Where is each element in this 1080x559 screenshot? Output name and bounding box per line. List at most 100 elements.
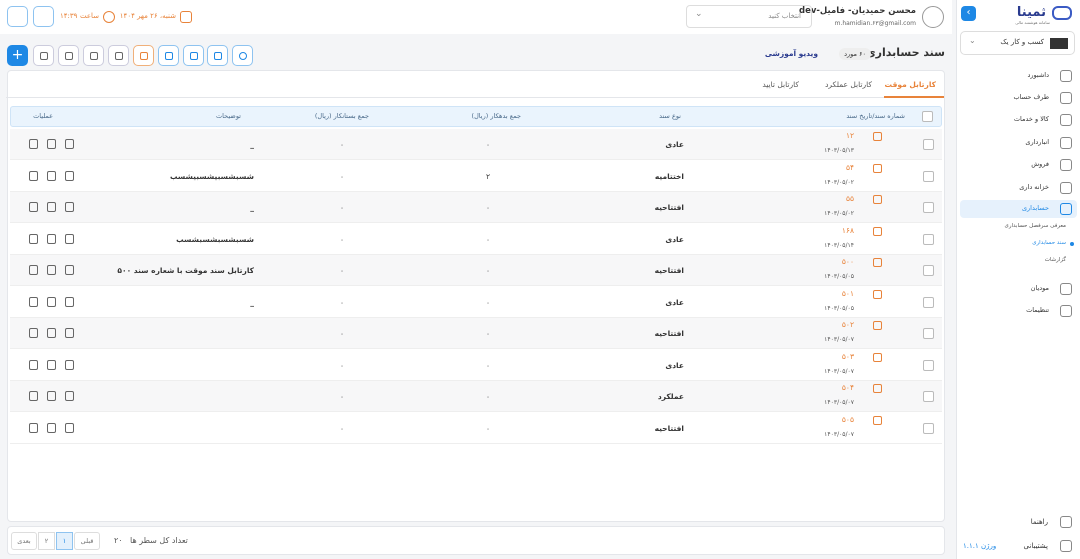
support[interactable]: پشتیبانی (1023, 542, 1048, 550)
credit: ۰ (339, 297, 344, 307)
select-all[interactable] (922, 111, 933, 122)
credit: ۰ (339, 140, 344, 149)
sidebar: ثمینا سامانه هوشمند مالی › کسب و کار یک … (956, 0, 1080, 559)
submenu-item[interactable]: سند حسابداری (1032, 240, 1066, 246)
check-button[interactable] (158, 45, 179, 66)
video-link[interactable]: ویدیو آموزشی (764, 49, 818, 58)
mobile[interactable] (7, 6, 28, 27)
menu-item[interactable]: تنظیمات (960, 302, 1077, 320)
view-button[interactable] (65, 359, 74, 370)
delete-button[interactable] (29, 202, 38, 212)
row-checkbox[interactable] (923, 170, 934, 182)
view-button[interactable] (65, 265, 74, 275)
row-checkbox[interactable] (923, 202, 934, 213)
row-checkbox[interactable] (923, 296, 934, 308)
menu-item[interactable]: داشبورد (960, 67, 1077, 85)
delete-button[interactable] (29, 265, 38, 275)
menu-label: فروش (1031, 160, 1049, 168)
submenu-item[interactable]: معرفی سرفصل حسابداری (1004, 223, 1066, 229)
collapse-button[interactable]: › (961, 6, 976, 21)
menu-item[interactable]: انبارداری (960, 134, 1077, 152)
menu-item[interactable]: فروش (960, 156, 1077, 174)
menu-icon (1060, 182, 1072, 194)
view-button[interactable] (65, 139, 74, 149)
debit: ۰ (485, 392, 490, 401)
copy-button[interactable] (108, 45, 129, 66)
edit-button[interactable] (47, 265, 56, 275)
row-checkbox[interactable] (923, 139, 934, 150)
view-button[interactable] (65, 422, 74, 433)
edit-button[interactable] (47, 328, 56, 338)
business-select[interactable]: کسب و کار یک ⌄ (960, 31, 1075, 55)
page-1[interactable]: ۱ (56, 532, 73, 550)
content-card: کارتابل موقت کارتابل عملکرد کارتابل تایید … (6, 70, 945, 522)
row-checkbox[interactable] (923, 265, 934, 276)
tabs: کارتابل موقت کارتابل عملکرد کارتابل تایید (6, 71, 944, 98)
row-checkbox[interactable] (923, 233, 934, 245)
document-date: ۱۴۰۳/۰۵/۰۷ (824, 367, 854, 375)
tab[interactable]: کارتابل عملکرد (825, 80, 872, 89)
page-2[interactable]: ۲ (38, 532, 55, 550)
delete-button[interactable] (29, 422, 38, 433)
search-button[interactable] (232, 45, 253, 66)
attachment-icon (873, 195, 882, 204)
edit-button[interactable] (47, 296, 56, 307)
delete-button[interactable] (29, 391, 38, 401)
export-button[interactable] (83, 45, 104, 66)
table-button[interactable] (207, 45, 228, 66)
menu-icon (1060, 137, 1072, 149)
add-button[interactable]: + (7, 45, 28, 66)
logo: ثمینا (1016, 5, 1046, 20)
credit: ۰ (339, 423, 344, 433)
view-button[interactable] (65, 233, 74, 244)
delete-button[interactable] (33, 45, 54, 66)
view-button[interactable] (65, 391, 74, 401)
select[interactable]: انتخاب کنید ⌄ (686, 5, 812, 28)
edit-button[interactable] (47, 359, 56, 370)
description: شسبشسبشسبشسب (176, 234, 254, 244)
menu-item[interactable]: حسابداری (960, 200, 1077, 218)
notifications[interactable] (33, 6, 54, 27)
edit-button[interactable] (47, 422, 56, 433)
row-checkbox[interactable] (923, 391, 934, 402)
menu-item[interactable]: طرف حساب (960, 89, 1077, 107)
total-label: تعداد کل سطر ها (130, 536, 188, 545)
credit: ۰ (339, 171, 344, 181)
delete-button[interactable] (29, 328, 38, 338)
menu-item[interactable]: خزانه داری (960, 179, 1077, 197)
delete-button[interactable] (29, 139, 38, 149)
row-checkbox[interactable] (923, 328, 934, 339)
tab[interactable]: کارتابل موقت (884, 80, 936, 89)
filter-button[interactable] (183, 45, 204, 66)
view-button[interactable] (65, 296, 74, 307)
submenu-item[interactable]: گزارشات (1044, 257, 1066, 263)
link-button[interactable] (133, 45, 154, 66)
menu-icon (1060, 114, 1072, 126)
menu-item[interactable]: کالا و خدمات (960, 111, 1077, 129)
print-button[interactable] (58, 45, 79, 66)
edit-button[interactable] (47, 170, 56, 181)
view-button[interactable] (65, 170, 74, 181)
document-date: ۱۴۰۳/۰۵/۰۲ (824, 210, 854, 217)
delete-button[interactable] (29, 359, 38, 370)
delete-button[interactable] (29, 170, 38, 181)
table-row: ۵۵ ۱۴۰۳/۰۵/۰۲ افتتاحیه ۰ ۰ _ (10, 192, 942, 223)
edit-button[interactable] (47, 233, 56, 244)
row-checkbox[interactable] (923, 359, 934, 371)
prev-button[interactable]: قبلی (74, 532, 100, 550)
view-button[interactable] (65, 202, 74, 212)
document-number: ۱۶۸ (841, 225, 854, 235)
tab[interactable]: کارتابل تایید (762, 80, 799, 89)
edit-button[interactable] (47, 202, 56, 212)
view-button[interactable] (65, 328, 74, 338)
next-button[interactable]: بعدی (11, 532, 37, 550)
edit-button[interactable] (47, 391, 56, 401)
row-checkbox[interactable] (923, 422, 934, 434)
delete-button[interactable] (29, 296, 38, 307)
help[interactable]: راهنما (1030, 518, 1048, 526)
delete-button[interactable] (29, 233, 38, 244)
edit-button[interactable] (47, 139, 56, 149)
logo-icon (1052, 6, 1072, 20)
menu-item[interactable]: مودیان (960, 280, 1077, 298)
